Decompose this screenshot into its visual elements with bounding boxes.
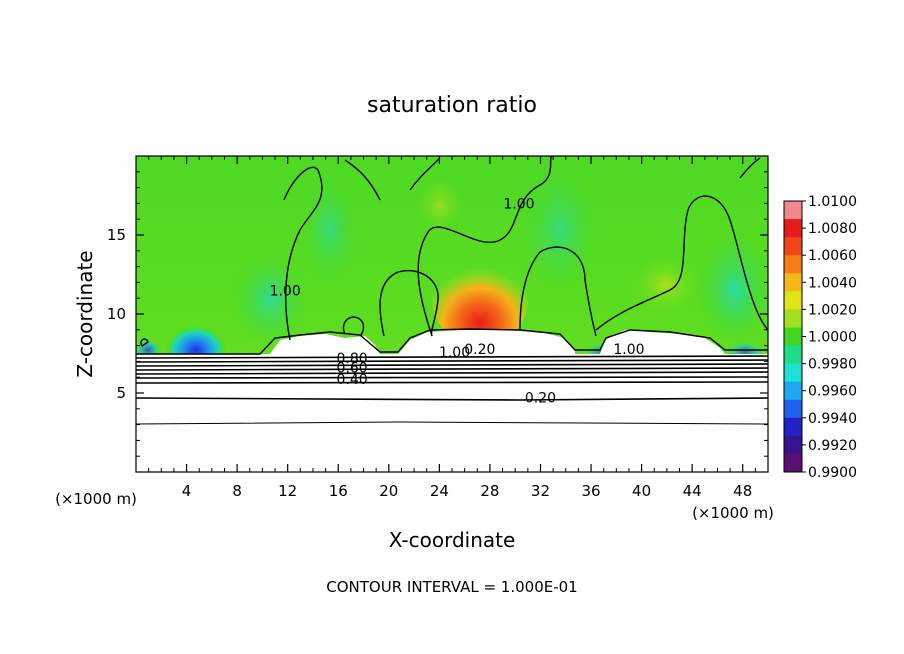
contour-labels: 1.001.001.001.000.200.800.600.400.20 xyxy=(270,196,645,406)
colorbar-swatch xyxy=(784,309,802,328)
cyan-patch xyxy=(300,170,360,290)
colorbar-swatch xyxy=(784,381,802,401)
x-tick-label: 36 xyxy=(581,482,600,500)
colorbar-swatch xyxy=(784,399,802,419)
yellow-patch xyxy=(630,255,700,315)
x-tick-label: 48 xyxy=(733,482,752,500)
contour-label: 0.60 xyxy=(337,361,368,377)
colorbar-tick-label: 1.0060 xyxy=(808,248,857,264)
x-tick-label: 40 xyxy=(632,482,651,500)
plot-area xyxy=(136,156,768,472)
colorbar-swatch xyxy=(784,255,802,274)
contour-bands xyxy=(136,355,768,425)
contour-lines xyxy=(136,156,768,355)
x-unit-label: (×1000 m) xyxy=(55,490,137,508)
y-tick-label: 15 xyxy=(107,226,126,244)
colorbar-tick-label: 1.0080 xyxy=(808,221,857,237)
contour-label: 1.00 xyxy=(503,196,534,212)
x-tick-label: 24 xyxy=(430,482,449,500)
x-tick-label: 28 xyxy=(480,482,499,500)
cyan-patch xyxy=(230,250,310,350)
colorbar-swatch xyxy=(784,237,802,256)
colorbar-swatch xyxy=(784,453,802,473)
colorbar-swatch xyxy=(784,435,802,455)
blue-patch xyxy=(136,338,160,358)
contour-interval-note: CONTOUR INTERVAL = 1.000E-01 xyxy=(326,578,577,596)
colorbar-tick-label: 0.9960 xyxy=(808,384,857,400)
x-tick-label: 12 xyxy=(278,482,297,500)
colorbar-tick-label: 0.9980 xyxy=(808,357,857,373)
colorbar-swatch xyxy=(784,291,802,310)
hot-region xyxy=(432,254,528,346)
colorbar-swatch xyxy=(784,201,802,220)
colorbar-swatch xyxy=(784,345,802,365)
colorbar-tick-label: 1.0100 xyxy=(808,194,857,210)
yellow-patch xyxy=(415,175,465,235)
y-tick-label: 10 xyxy=(107,305,126,323)
contour-label: 0.80 xyxy=(337,351,368,367)
colorbar-tick-label: 1.0000 xyxy=(808,330,857,346)
colorbar-tick-label: 0.9900 xyxy=(808,465,857,481)
colorbar-tick-label: 1.0020 xyxy=(808,302,857,318)
colorbar: 1.0100 1.0080 1.0060 1.0040 1.0020 1.0000 0.99… xyxy=(783,194,857,481)
y-axis-title: Z-coordinate xyxy=(73,250,97,377)
chart-title: saturation ratio xyxy=(367,93,537,118)
x-tick-label: 32 xyxy=(531,482,550,500)
x-tick-label: 44 xyxy=(683,482,702,500)
cyan-patch xyxy=(695,230,768,350)
x-unit-label-right: (×1000 m) xyxy=(692,504,774,522)
contour-label: 0.40 xyxy=(337,372,368,388)
colorbar-tick-label: 0.9920 xyxy=(808,438,857,454)
cloud-blob xyxy=(270,334,380,354)
x-axis: 4 8 12 16 20 24 28 32 36 40 44 48 xyxy=(148,156,756,500)
cloud-blob xyxy=(600,330,725,354)
cloud-blob xyxy=(398,330,575,354)
colorbar-swatch xyxy=(784,273,802,292)
x-tick-label: 8 xyxy=(232,482,242,500)
contour-label: 1.00 xyxy=(439,345,470,361)
colorbar-tick-label: 1.0040 xyxy=(808,275,857,291)
colorbar-swatch xyxy=(784,219,802,238)
x-tick-label: 16 xyxy=(329,482,348,500)
cyan-patch xyxy=(520,160,600,300)
x-axis-title: X-coordinate xyxy=(389,528,516,552)
contour-label: 0.20 xyxy=(464,342,495,358)
y-axis: 5 10 15 xyxy=(107,171,768,457)
contour-label: 1.00 xyxy=(270,283,301,299)
colorbar-swatch xyxy=(784,327,802,347)
contour-label: 0.20 xyxy=(525,391,556,407)
y-tick-label: 5 xyxy=(116,384,126,402)
x-tick-label: 20 xyxy=(379,482,398,500)
colorbar-swatch xyxy=(784,363,802,383)
colorbar-swatch xyxy=(784,417,802,437)
x-tick-label: 4 xyxy=(182,482,192,500)
contour-label: 1.00 xyxy=(613,342,644,358)
colorbar-tick-label: 0.9940 xyxy=(808,411,857,427)
